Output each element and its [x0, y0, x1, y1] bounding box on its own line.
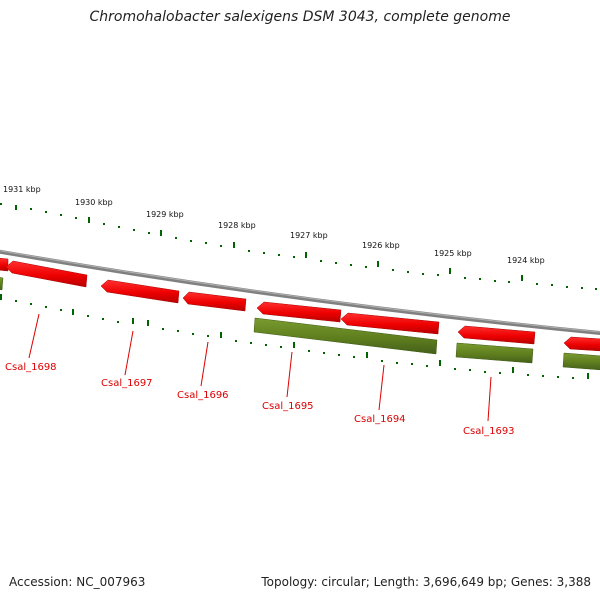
gene-arrow-csal-1699	[0, 257, 9, 272]
gene-arrow-csal-1695	[253, 317, 438, 355]
genome-backbone	[0, 249, 600, 336]
gene-arrow-reverse-3	[562, 352, 600, 371]
gene-label[interactable]: Csal_1694	[354, 414, 406, 425]
tick-label: 1924 kbp	[507, 256, 545, 265]
gene-arrow-reverse-left	[0, 277, 4, 291]
callout-line-csal-1693	[487, 376, 492, 422]
tick-labels: 1931 kbp 1930 kbp 1929 kbp 1928 kbp 1927…	[3, 185, 545, 265]
gene-label[interactable]: Csal_1696	[177, 390, 229, 401]
callout-line-csal-1696	[200, 341, 209, 387]
forward-strand-genes	[0, 257, 600, 352]
callout-line-csal-1695	[286, 351, 293, 398]
gene-label[interactable]: Csal_1695	[262, 401, 314, 412]
tick-label: 1930 kbp	[75, 198, 113, 207]
callout-line-csal-1694	[378, 364, 385, 411]
gene-label[interactable]: Csal_1693	[463, 426, 515, 437]
map-title: Chromohalobacter salexigens DSM 3043, co…	[89, 9, 511, 25]
gene-labels: Csal_1698 Csal_1697 Csal_1696 Csal_1695 …	[5, 362, 515, 437]
accession-text: Accession: NC_007963	[9, 575, 146, 589]
tick-label: 1931 kbp	[3, 185, 41, 194]
tick-label: 1926 kbp	[362, 241, 400, 250]
tick-label: 1925 kbp	[434, 249, 472, 258]
tick-label: 1928 kbp	[218, 221, 256, 230]
gene-arrow-csal-1693	[457, 325, 536, 345]
inner-tick-ring	[0, 294, 589, 379]
callout-line-csal-1698	[28, 313, 40, 359]
topology-text: Topology: circular; Length: 3,696,649 bp…	[261, 575, 591, 589]
gene-label[interactable]: Csal_1698	[5, 362, 57, 373]
reverse-strand-genes	[0, 277, 600, 371]
gene-arrow-reverse-2	[455, 342, 534, 364]
gene-arrow-csal-1695-fwd	[256, 301, 342, 323]
callout-line-csal-1697	[124, 330, 134, 376]
gene-arrow-csal-1694	[340, 312, 440, 335]
tick-label: 1927 kbp	[290, 231, 328, 240]
gene-arrow-csal-1698	[5, 260, 88, 288]
gene-callouts	[28, 313, 492, 422]
tick-label: 1929 kbp	[146, 210, 184, 219]
gene-arrow-csal-1697	[100, 279, 180, 304]
gene-arrow-csal-1692	[563, 336, 600, 352]
gene-label[interactable]: Csal_1697	[101, 378, 153, 389]
outer-tick-ring	[0, 203, 597, 290]
gene-arrow-csal-1696	[182, 291, 247, 312]
